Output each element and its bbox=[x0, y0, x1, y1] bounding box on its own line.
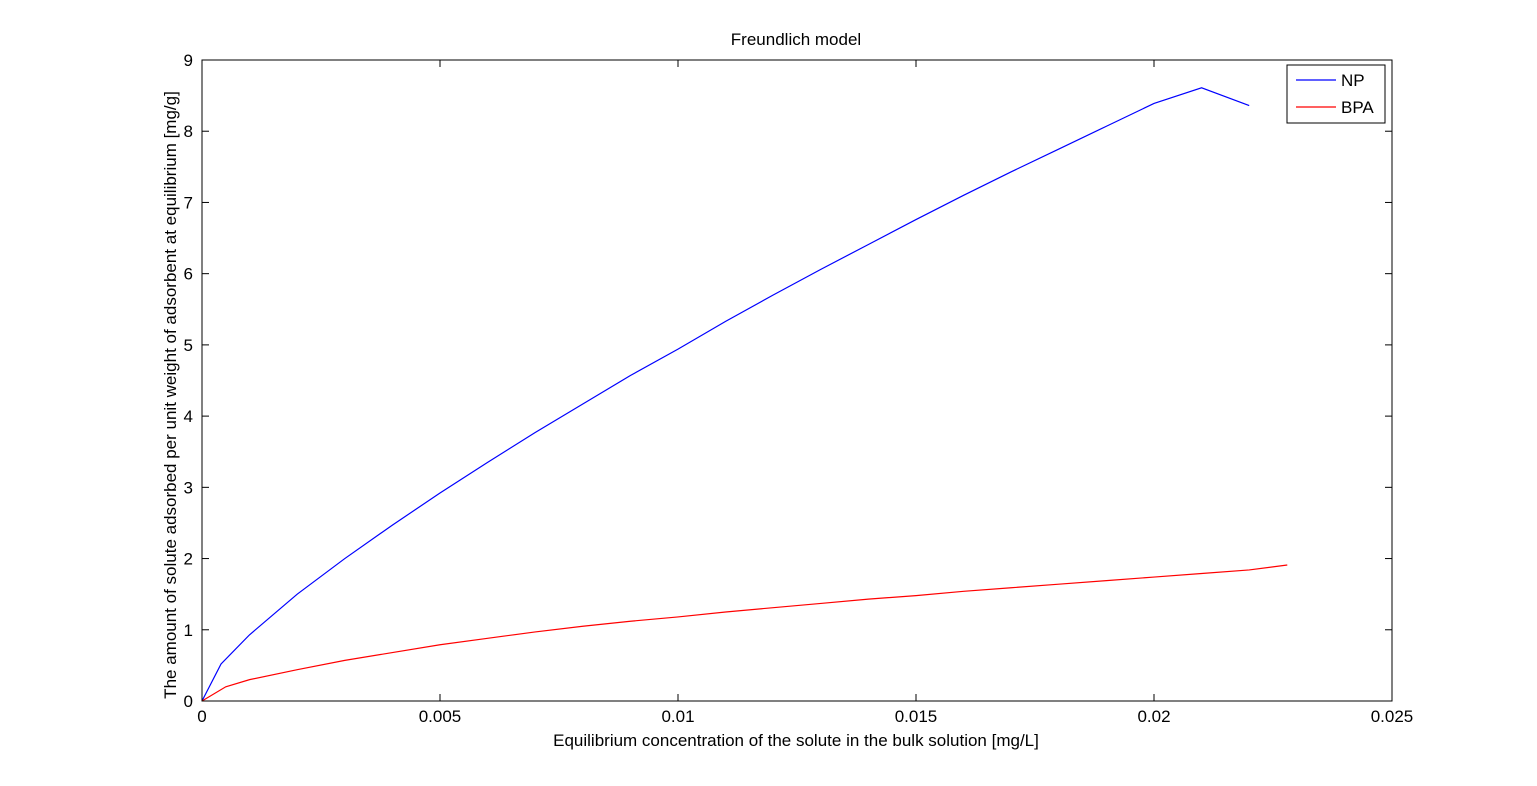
series-layer bbox=[201, 87, 1288, 702]
x-tick-label: 0 bbox=[197, 707, 206, 726]
x-tick-label: 0.01 bbox=[661, 707, 694, 726]
legend-box bbox=[1286, 64, 1386, 124]
series-line-np bbox=[201, 87, 1250, 702]
y-tick-label: 8 bbox=[184, 122, 193, 141]
y-tick-label: 2 bbox=[184, 550, 193, 569]
x-tick-label: 0.005 bbox=[419, 707, 462, 726]
y-tick-label: 4 bbox=[184, 407, 193, 426]
axis-ticks: 0 0.005 0.01 0.015 0.02 0.025 0 1 2 3 4 5 6 7 8 9 bbox=[184, 51, 1414, 726]
x-tick-label: 0.015 bbox=[895, 707, 938, 726]
y-tick-label: 0 bbox=[184, 692, 193, 711]
plot-area bbox=[201, 59, 1393, 702]
x-tick-label: 0.02 bbox=[1137, 707, 1170, 726]
series-line-bpa bbox=[201, 564, 1288, 702]
x-tick-label: 0.025 bbox=[1371, 707, 1414, 726]
legend-label-bpa: BPA bbox=[1341, 98, 1374, 117]
chart-title: Freundlich model bbox=[731, 30, 861, 49]
y-tick-label: 3 bbox=[184, 478, 193, 497]
y-tick-label: 5 bbox=[184, 336, 193, 355]
y-tick-label: 6 bbox=[184, 265, 193, 284]
legend-label-np: NP bbox=[1341, 71, 1365, 90]
y-tick-label: 1 bbox=[184, 621, 193, 640]
y-tick-label: 9 bbox=[184, 51, 193, 70]
y-tick-label: 7 bbox=[184, 193, 193, 212]
y-axis-label: The amount of solute adsorbed per unit w… bbox=[161, 91, 180, 699]
legend: NP BPA bbox=[1286, 64, 1386, 124]
x-axis-label: Equilibrium concentration of the solute … bbox=[553, 731, 1039, 750]
